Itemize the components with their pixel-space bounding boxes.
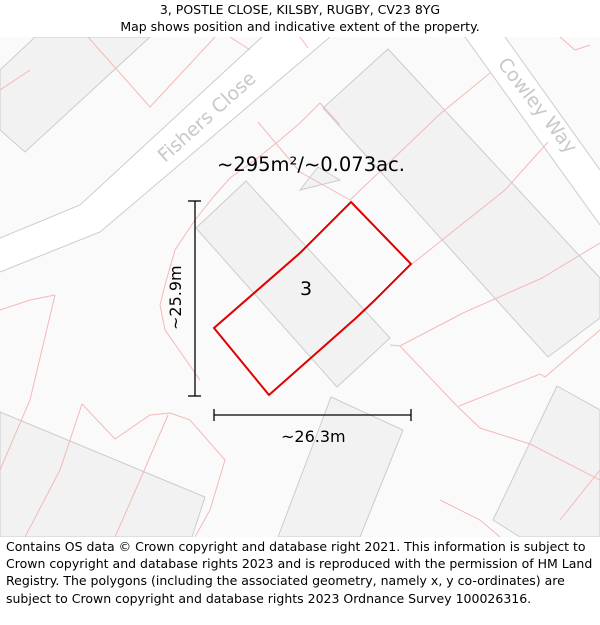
building-top-left — [0, 37, 151, 153]
building-bottom-center — [277, 396, 404, 537]
street-label-cowley-way: Cowley Way — [493, 54, 581, 158]
road-cowley-way — [464, 37, 600, 226]
map-header: 3, POSTLE CLOSE, KILSBY, RUGBY, CV23 8YG… — [0, 0, 600, 38]
boundary-lines — [0, 37, 600, 537]
plot-number-label: 3 — [300, 278, 312, 300]
height-dimension-line — [188, 200, 201, 397]
map-subtitle: Map shows position and indicative extent… — [120, 19, 480, 34]
copyright-notice: Contains OS data © Crown copyright and d… — [6, 539, 593, 606]
height-dimension-label: ~25.9m — [166, 265, 185, 330]
building-bottom-right — [492, 385, 600, 537]
area-label: ~295m²/~0.073ac. — [217, 153, 405, 176]
street-label-fishers-close: Fishers Close — [154, 67, 261, 166]
property-outline[interactable] — [212, 200, 413, 397]
building-plot-3 — [195, 180, 391, 388]
road-fishers-close — [0, 37, 331, 273]
property-map[interactable]: Fishers Close Cowley Way ~295m²/~0.073ac… — [0, 37, 600, 537]
width-dimension-label: ~26.3m — [281, 427, 346, 446]
building-right-terrace — [322, 48, 600, 358]
property-address: 3, POSTLE CLOSE, KILSBY, RUGBY, CV23 8YG — [159, 2, 441, 17]
buildings — [0, 37, 600, 537]
width-dimension-line — [213, 409, 412, 421]
building-small — [298, 166, 342, 191]
building-bottom-left — [0, 411, 206, 537]
